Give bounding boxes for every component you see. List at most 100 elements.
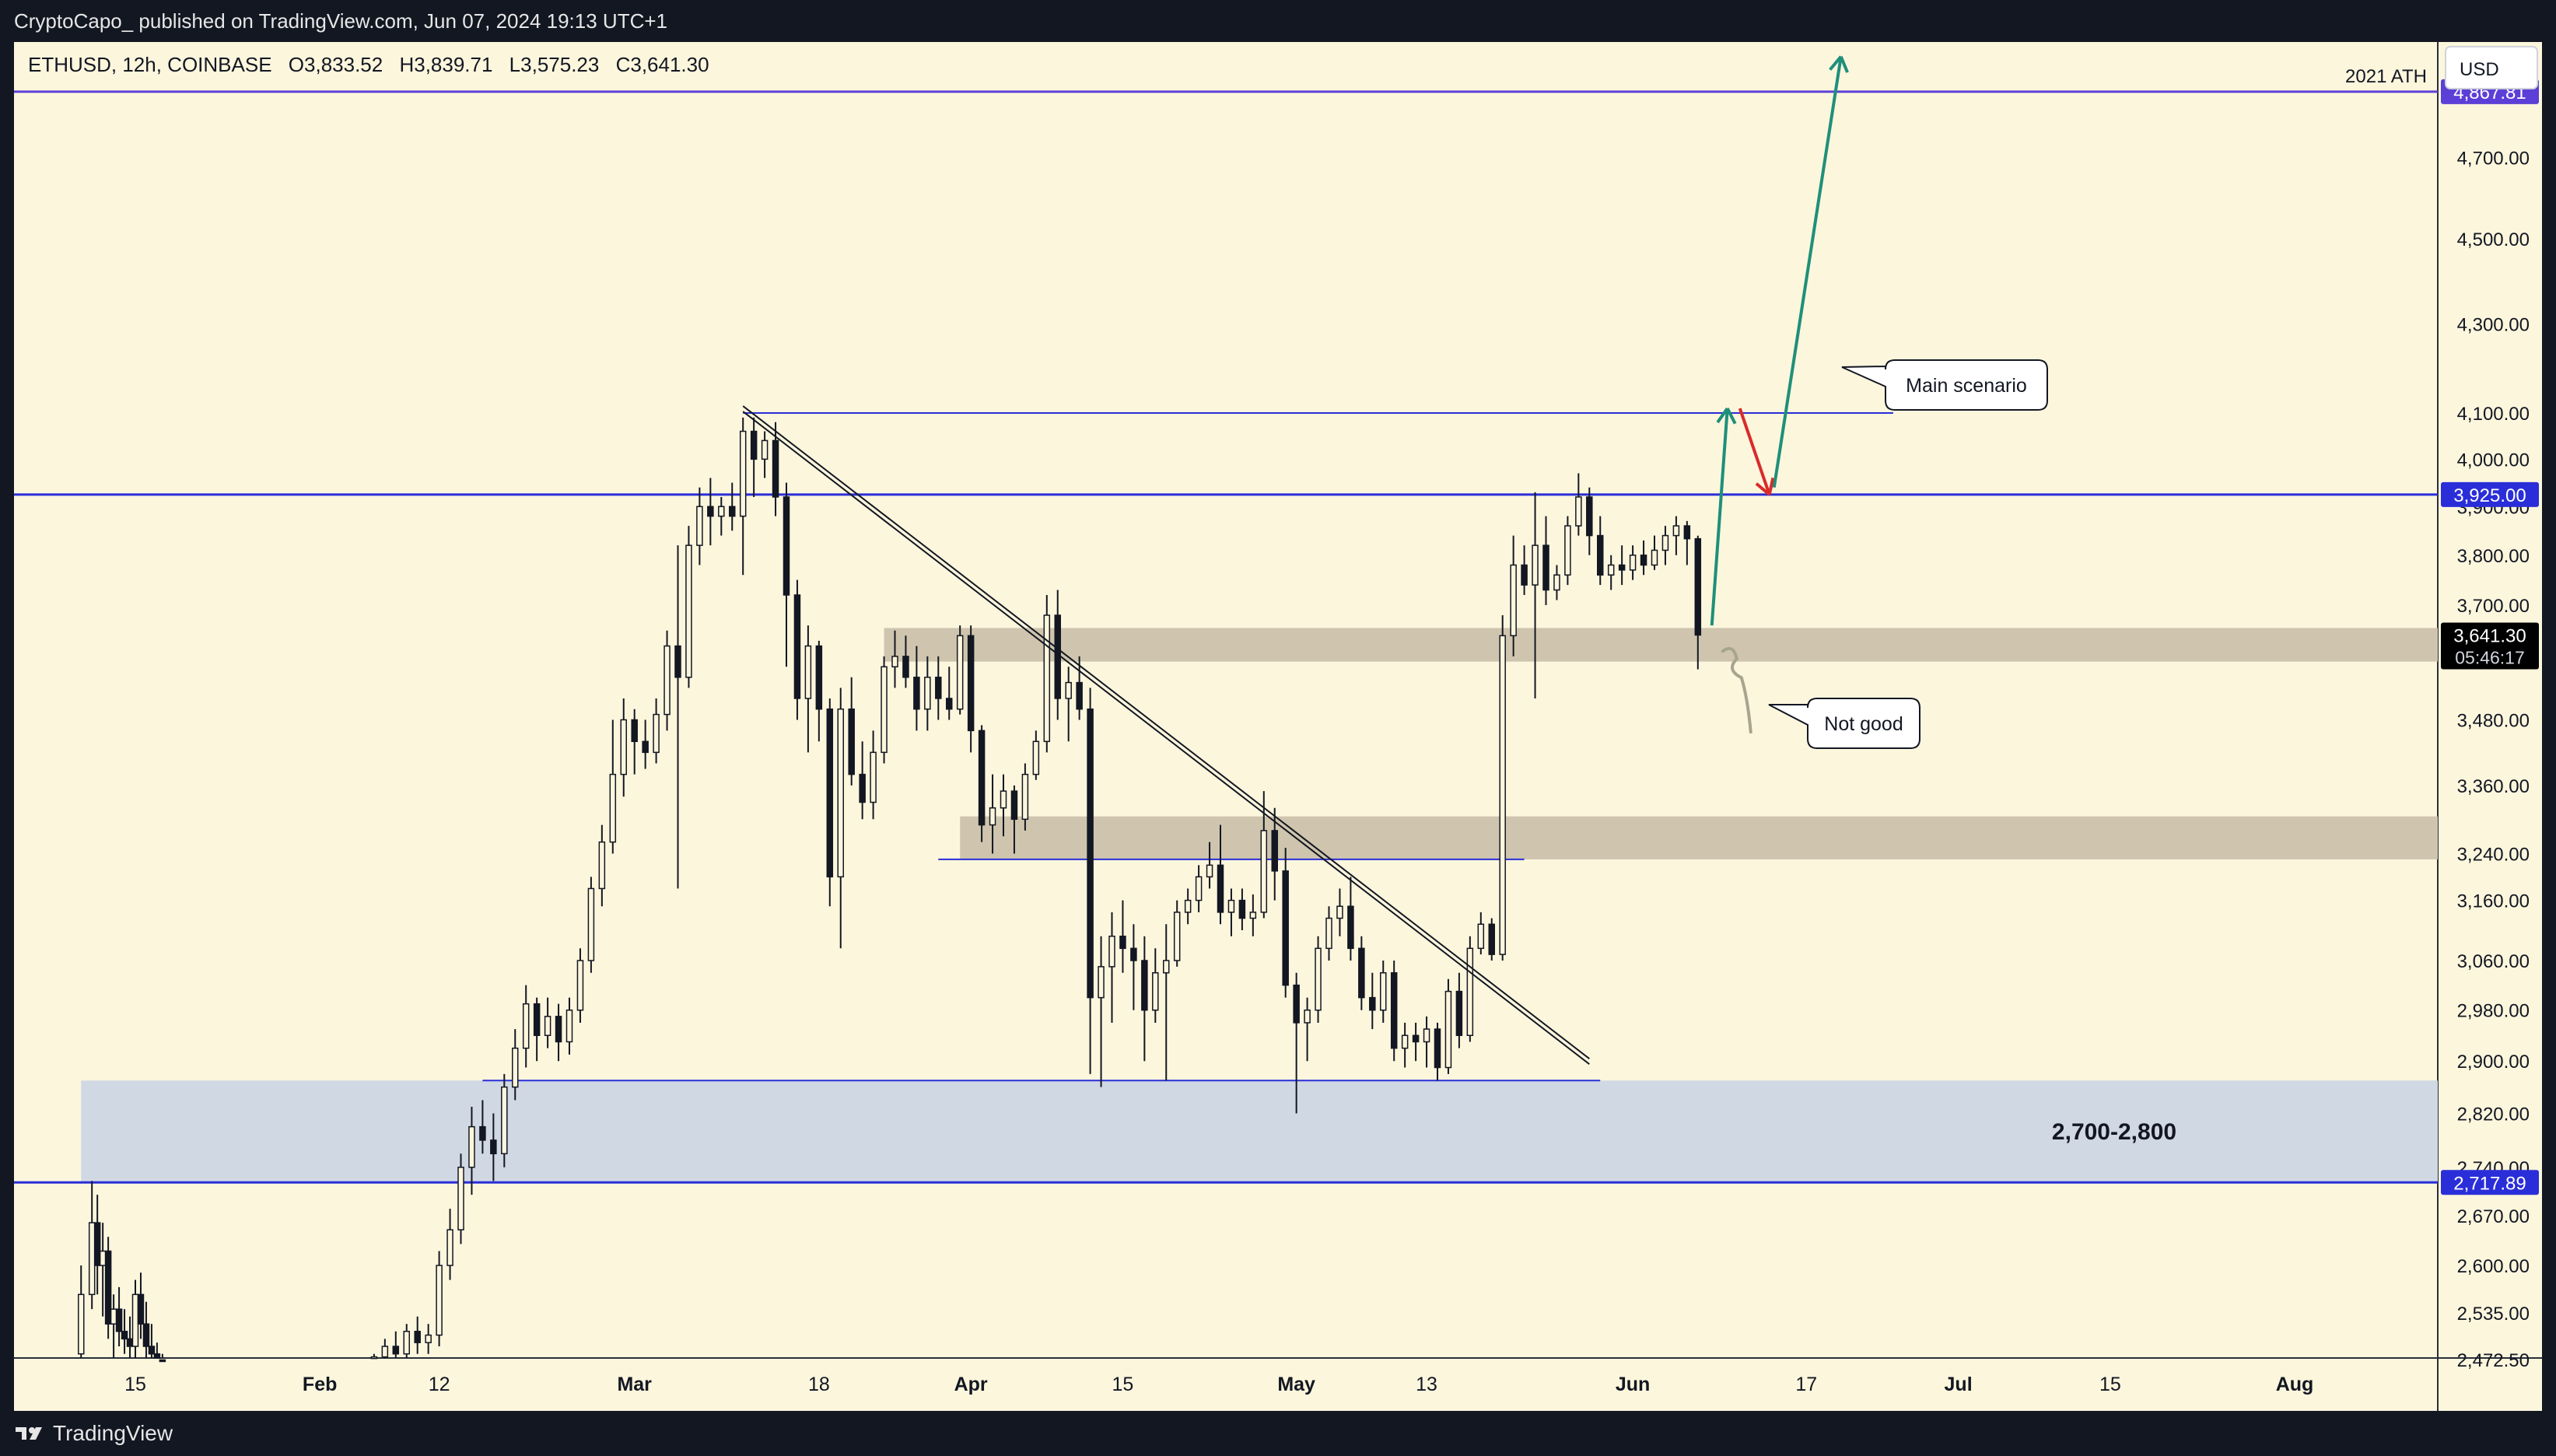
candle <box>1227 888 1235 936</box>
candle <box>707 478 714 546</box>
candle <box>1683 520 1691 565</box>
candle <box>1575 473 1582 536</box>
candle <box>761 431 769 478</box>
y-tick-label: 3,240.00 <box>2457 844 2530 865</box>
trendline-lower <box>742 411 1590 1066</box>
candle <box>425 1324 432 1354</box>
candle <box>609 719 617 854</box>
candle <box>1477 912 1485 955</box>
candle <box>403 1324 410 1358</box>
candle <box>913 646 920 731</box>
candle <box>1401 1022 1409 1068</box>
price-badge-label: 2,717.89 <box>2453 1173 2526 1194</box>
price-badge-label: 3,641.30 <box>2453 625 2526 646</box>
tradingview-logo-icon <box>16 1427 42 1440</box>
x-tick-label: Apr <box>954 1374 988 1395</box>
y-tick-label: 3,480.00 <box>2457 710 2530 731</box>
price-badge: 2,717.89 <box>2441 1170 2539 1195</box>
x-tick-label: Jul <box>1945 1374 1973 1395</box>
candle <box>544 997 551 1048</box>
candle <box>1000 774 1007 837</box>
candle <box>1607 555 1615 590</box>
tradingview-logo[interactable]: TradingView <box>14 1421 173 1446</box>
y-tick-label: 3,700.00 <box>2457 596 2530 617</box>
ohlc-low: L3,575.23 <box>509 53 600 76</box>
candle <box>1347 877 1354 961</box>
price-badge: 3,925.00 <box>2441 481 2539 507</box>
candle <box>924 656 931 731</box>
candle <box>837 688 844 949</box>
candle <box>1195 865 1203 912</box>
candle <box>1661 526 1669 565</box>
candle <box>859 741 866 820</box>
candle <box>1238 888 1246 930</box>
ath-label: 2021 ATH <box>2345 66 2427 87</box>
candle <box>148 1324 156 1358</box>
ohlc-close: C3,641.30 <box>616 53 709 76</box>
candle <box>121 1309 128 1354</box>
candle <box>989 774 996 854</box>
candle <box>978 725 986 842</box>
y-tick-label: 4,000.00 <box>2457 450 2530 471</box>
candle <box>1597 516 1604 586</box>
publisher-header: CryptoCapo_ published on TradingView.com… <box>0 0 2556 42</box>
candle <box>1455 972 1463 1048</box>
candle <box>1141 936 1148 1062</box>
price-chart[interactable]: 2,700-2,800 2021 ATH Main scenario Not go… <box>14 42 2542 1411</box>
candle <box>78 1265 85 1358</box>
price-badge-label: 3,925.00 <box>2453 485 2526 506</box>
candle <box>1629 545 1637 580</box>
candle <box>631 709 638 775</box>
candle <box>1521 545 1528 595</box>
candle <box>685 526 692 688</box>
candle <box>533 997 541 1062</box>
candle <box>750 417 758 497</box>
y-tick-label: 2,472.50 <box>2457 1350 2530 1371</box>
candle <box>1098 936 1105 1087</box>
x-tick-label: 15 <box>2099 1374 2121 1395</box>
x-tick-label: 12 <box>429 1374 450 1395</box>
candle <box>153 1342 161 1359</box>
candle <box>468 1107 475 1195</box>
currency-button[interactable]: USD <box>2445 46 2538 89</box>
horizontal-lines-layer: 2021 ATH <box>14 66 2438 1184</box>
candle <box>1672 516 1680 555</box>
x-tick-label: Aug <box>2276 1374 2314 1395</box>
candle <box>1271 807 1278 901</box>
candle <box>1369 972 1376 1030</box>
candle <box>1152 948 1159 1023</box>
scenario-pullback-arrow-icon <box>1738 408 1775 496</box>
y-tick-label: 4,700.00 <box>2457 148 2530 169</box>
candle <box>1618 545 1626 586</box>
candle <box>522 985 530 1068</box>
candle <box>967 625 975 753</box>
candle <box>1065 667 1072 742</box>
candle <box>1293 972 1300 1114</box>
footer-brand: TradingView <box>53 1421 173 1445</box>
candle <box>1336 888 1343 936</box>
chart-area[interactable]: 2,700-2,800 2021 ATH Main scenario Not go… <box>14 42 2542 1411</box>
candle <box>1163 924 1170 1081</box>
candle <box>414 1316 421 1354</box>
candle <box>436 1251 443 1347</box>
candle <box>793 579 801 720</box>
candle <box>826 698 834 907</box>
candle <box>1217 824 1224 925</box>
candle <box>1586 487 1593 555</box>
candle <box>1390 960 1398 1062</box>
candle <box>1119 900 1126 973</box>
candle <box>501 1073 508 1167</box>
scenario-target-arrow-icon <box>1772 55 1849 488</box>
footer: TradingView <box>0 1411 2556 1456</box>
candle <box>1076 656 1083 720</box>
drawings-layer: Main scenario Not good <box>742 55 2048 1066</box>
candle <box>902 635 909 688</box>
candles-layer <box>78 417 1702 1363</box>
y-tick-label: 2,670.00 <box>2457 1206 2530 1227</box>
candle <box>1532 492 1539 698</box>
candle <box>392 1331 400 1358</box>
candle <box>1130 924 1137 1010</box>
candle <box>1564 516 1571 586</box>
x-tick-label: Feb <box>303 1374 337 1395</box>
candle <box>1380 960 1387 1023</box>
